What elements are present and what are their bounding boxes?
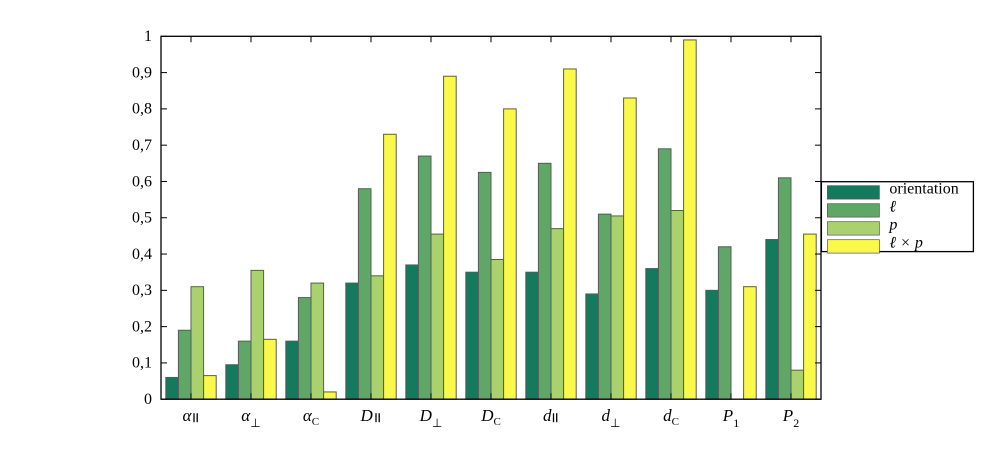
svg-text:0,2: 0,2 — [132, 318, 152, 335]
svg-text:1: 1 — [144, 28, 152, 45]
svg-text:0: 0 — [144, 391, 152, 408]
svg-text:orientation: orientation — [889, 181, 958, 198]
svg-text:0,5: 0,5 — [132, 210, 152, 227]
svg-text:α: α — [183, 406, 193, 425]
svg-text:0,9: 0,9 — [132, 64, 152, 81]
svg-text:0,1: 0,1 — [132, 355, 152, 372]
svg-text:0,7: 0,7 — [132, 137, 152, 154]
svg-text:0,8: 0,8 — [132, 101, 152, 118]
svg-text:p: p — [888, 217, 897, 234]
svg-text:0,4: 0,4 — [132, 246, 152, 263]
svg-text:D: D — [360, 406, 374, 425]
svg-text:0,6: 0,6 — [132, 173, 152, 190]
svg-text:d: d — [543, 406, 552, 425]
svg-text:0,3: 0,3 — [132, 282, 152, 299]
svg-text:ℓ × p: ℓ × p — [889, 235, 922, 252]
svg-text:ℓ: ℓ — [889, 199, 896, 216]
